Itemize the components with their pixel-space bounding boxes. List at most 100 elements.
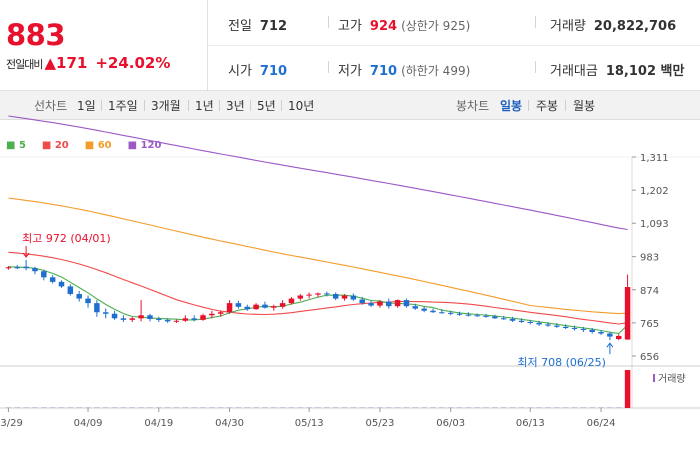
candle-body	[262, 304, 268, 308]
candle-body	[350, 295, 357, 300]
candle-body	[182, 318, 189, 321]
volume-bar	[412, 407, 419, 408]
tab-10y[interactable]: 10년	[288, 99, 315, 113]
candle-body	[120, 318, 127, 320]
volume-bar	[562, 407, 569, 408]
low-value: 710	[369, 64, 398, 79]
ma-legend: ■ 5 ■ 20 ■ 60 ■ 120	[6, 140, 177, 151]
tab-3y[interactable]: 3년	[226, 99, 245, 113]
prev-close-label: 전일	[228, 19, 252, 34]
volume-legend-swatch	[653, 374, 655, 382]
volume-bar	[173, 407, 180, 408]
candle-body	[430, 310, 436, 313]
y-tick-label: 765	[640, 319, 659, 330]
x-tick-label: 06/13	[516, 418, 545, 429]
volume-bar	[403, 407, 410, 408]
legend-ma20-label: 20	[54, 140, 69, 151]
volume-bar	[209, 407, 215, 408]
tab-weekly[interactable]: 주봉	[536, 99, 559, 113]
candle-body	[49, 277, 56, 282]
candle-body	[164, 319, 171, 322]
stats-separator	[328, 61, 329, 73]
volume-bar	[111, 407, 118, 408]
candle-body	[200, 315, 206, 320]
candle-body	[5, 267, 12, 269]
candle-body	[545, 324, 551, 326]
tab-monthly[interactable]: 월봉	[573, 99, 596, 113]
up-arrow-icon: ▲	[44, 54, 57, 72]
stats-separator	[328, 16, 329, 28]
x-tick-label: 03/29	[0, 418, 23, 429]
volume-bar	[271, 407, 277, 408]
candle-body	[368, 303, 374, 306]
volume-bar	[217, 407, 224, 408]
tab-1w[interactable]: 1주일	[108, 99, 138, 113]
candle-body	[386, 301, 392, 307]
chart-tabs: 선차트 1일 1주일 3개월 1년 3년 5년 10년 봉차트 일봉 주봉 월봉	[0, 91, 700, 120]
candle-body	[138, 315, 144, 319]
tab-divider	[219, 100, 220, 111]
candle-body	[226, 303, 233, 313]
candle-body	[607, 333, 613, 337]
open: 시가 710	[228, 60, 287, 79]
y-tick-label: 983	[640, 253, 659, 264]
change-percent: +24.02%	[95, 54, 171, 72]
low-annotation: 최저 708 (06/25)	[517, 356, 606, 369]
candle-body	[156, 318, 162, 320]
tab-divider	[101, 100, 102, 111]
tab-daily[interactable]: 일봉	[500, 99, 523, 113]
tab-1d[interactable]: 1일	[77, 99, 96, 113]
x-tick-label: 06/24	[587, 418, 616, 429]
volume-bar	[386, 407, 392, 408]
price-change: 전일대비 ▲171 +24.02%	[6, 54, 170, 72]
volume-bar	[156, 407, 162, 408]
high-annotation: 최고 972 (04/01)	[22, 232, 111, 245]
candle-body	[235, 303, 242, 307]
stats-divider	[208, 45, 700, 46]
volume-bar	[147, 407, 153, 408]
volume-bar	[120, 407, 127, 408]
stats-separator	[535, 61, 536, 73]
y-tick-label: 1,311	[640, 153, 669, 164]
volume-bar	[5, 407, 12, 408]
volume-bar	[615, 407, 622, 408]
tab-3m[interactable]: 3개월	[151, 99, 181, 113]
x-tick-label: 04/09	[74, 418, 103, 429]
tab-5y[interactable]: 5년	[257, 99, 276, 113]
candle-body	[589, 329, 595, 332]
x-tick-label: 04/19	[144, 418, 173, 429]
volume-bar	[509, 407, 516, 408]
candle-body	[598, 331, 604, 334]
candle-body	[279, 303, 286, 307]
volume-bar	[589, 407, 595, 408]
volume-legend-label: 거래량	[658, 373, 686, 385]
open-value: 710	[259, 64, 288, 79]
volume-bar	[315, 407, 321, 408]
legend-ma60: ■ 60	[84, 140, 112, 151]
candle-body	[536, 322, 542, 325]
volume-bar	[244, 407, 250, 408]
tab-divider	[188, 100, 189, 111]
amount-value: 18,102 백만	[605, 64, 685, 79]
y-tick-label: 656	[640, 352, 659, 363]
candle-body	[412, 306, 419, 309]
volume-bar	[49, 407, 56, 408]
high-arrow-head	[22, 252, 30, 258]
candle-body	[271, 306, 277, 308]
volume-bar	[138, 407, 144, 408]
change-label: 전일대비	[6, 58, 43, 71]
tab-1y[interactable]: 1년	[195, 99, 214, 113]
volume-bar	[102, 407, 109, 408]
prev-close-value: 712	[259, 19, 288, 34]
volume-bar	[447, 407, 454, 408]
legend-ma120-label: 120	[140, 140, 162, 151]
volume-bar	[164, 407, 171, 408]
candle-body	[85, 298, 91, 304]
volume-bar	[536, 407, 542, 408]
upper-limit: (상한가 925)	[401, 19, 471, 33]
ma5-line	[8, 266, 628, 335]
tab-divider	[528, 100, 529, 111]
volume-bar	[23, 407, 29, 408]
y-tick-label: 874	[640, 286, 659, 297]
volume-bar	[182, 407, 189, 408]
